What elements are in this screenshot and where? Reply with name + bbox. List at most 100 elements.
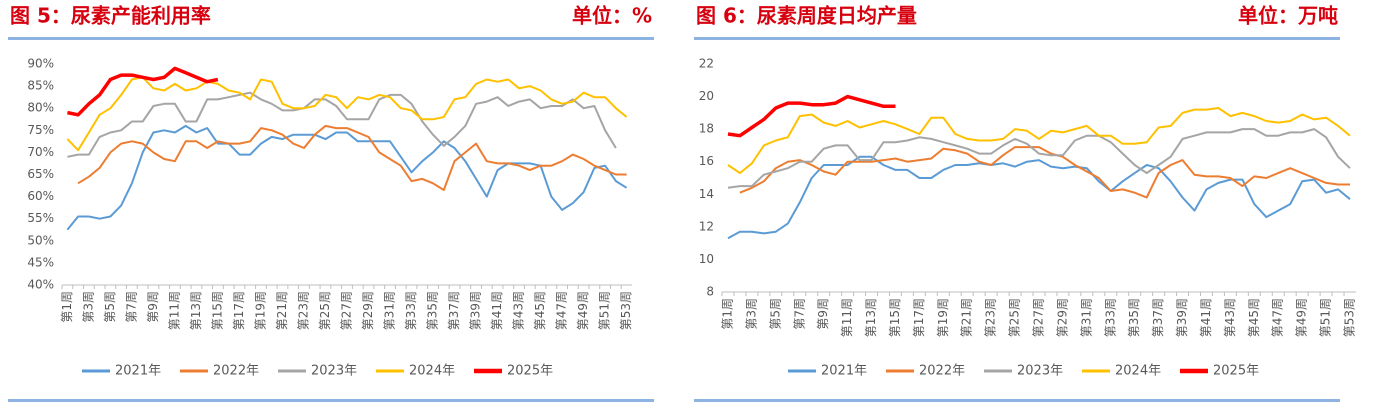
footer-rule [8, 399, 654, 402]
x-tick-label: 第43周 [1223, 298, 1237, 337]
chart-title: 图 5：尿素产能利用率 [10, 4, 211, 28]
x-tick-label: 第23周 [984, 298, 998, 337]
series-line [67, 66, 219, 117]
x-tick-label: 第17周 [912, 298, 926, 337]
x-tick-label: 第9周 [146, 291, 160, 323]
y-tick-label: 14 [699, 187, 714, 201]
y-tick-label: 85% [27, 79, 54, 93]
x-tick-label: 第33周 [1103, 298, 1117, 337]
x-tick-label: 第9周 [816, 298, 830, 330]
x-tick-label: 第43周 [512, 291, 526, 330]
legend-label: 2023年 [1017, 364, 1063, 379]
x-tick-label: 第39周 [1175, 298, 1189, 337]
y-tick-label: 20 [699, 89, 714, 103]
x-tick-label: 第53周 [619, 291, 633, 330]
x-tick-label: 第33周 [404, 291, 418, 330]
x-tick-label: 第11周 [167, 291, 181, 330]
series-line [67, 91, 617, 158]
x-tick-label: 第53周 [1343, 298, 1357, 337]
y-tick-label: 45% [27, 255, 54, 269]
x-tick-label: 第1周 [720, 298, 734, 330]
legend-label: 2022年 [919, 364, 965, 379]
y-tick-label: 18 [699, 122, 714, 136]
x-tick-label: 第19周 [936, 298, 950, 337]
series-line [727, 107, 1351, 175]
y-tick-label: 90% [27, 57, 54, 71]
y-tick-label: 16 [699, 154, 714, 168]
legend-label: 2024年 [1115, 364, 1161, 379]
x-tick-label: 第45周 [1247, 298, 1261, 337]
y-tick-label: 10 [699, 252, 714, 266]
y-tick-label: 8 [706, 285, 714, 299]
x-tick-label: 第27周 [340, 291, 354, 330]
x-tick-label: 第15周 [210, 291, 224, 330]
x-tick-label: 第3周 [744, 298, 758, 330]
legend-label: 2023年 [311, 364, 357, 379]
x-tick-label: 第41周 [490, 291, 504, 330]
x-tick-label: 第29周 [1055, 298, 1069, 337]
x-tick-label: 第41周 [1199, 298, 1213, 337]
x-tick-label: 第21周 [275, 291, 289, 330]
footer-rule [694, 399, 1340, 402]
y-tick-label: 70% [27, 145, 54, 159]
x-tick-label: 第13周 [864, 298, 878, 337]
unit-label: 单位：% [572, 4, 652, 28]
x-tick-label: 第49周 [576, 291, 590, 330]
legend-label: 2025年 [1213, 364, 1259, 379]
x-tick-label: 第3周 [81, 291, 95, 323]
y-tick-label: 22 [699, 57, 714, 71]
series-line [727, 155, 1351, 240]
x-tick-label: 第47周 [1271, 298, 1285, 337]
x-tick-label: 第21周 [960, 298, 974, 337]
x-tick-label: 第17周 [232, 291, 246, 330]
x-tick-label: 第35周 [1127, 298, 1141, 337]
y-tick-label: 60% [27, 189, 54, 203]
x-tick-label: 第7周 [124, 291, 138, 323]
x-tick-label: 第27周 [1032, 298, 1046, 337]
header-rule [694, 37, 1340, 40]
x-tick-label: 第49周 [1295, 298, 1309, 337]
x-tick-label: 第19周 [253, 291, 267, 330]
legend-label: 2025年 [507, 364, 553, 379]
x-tick-label: 第15周 [888, 298, 902, 337]
x-tick-label: 第13周 [189, 291, 203, 330]
series-line [727, 94, 896, 138]
y-tick-label: 40% [27, 278, 54, 292]
x-tick-label: 第29周 [361, 291, 375, 330]
legend-label: 2022年 [213, 364, 259, 379]
legend-label: 2024年 [409, 364, 455, 379]
legend-label: 2021年 [115, 364, 161, 379]
series-line [66, 76, 628, 152]
x-tick-label: 第47周 [555, 291, 569, 330]
series-line [66, 124, 628, 231]
unit-label: 单位：万吨 [1238, 4, 1338, 28]
y-tick-label: 65% [27, 167, 54, 181]
legend-label: 2021年 [821, 364, 867, 379]
x-tick-label: 第37周 [1151, 298, 1165, 337]
x-tick-label: 第51周 [598, 291, 612, 330]
x-tick-label: 第5周 [103, 291, 117, 323]
x-tick-label: 第51周 [1319, 298, 1333, 337]
x-tick-label: 第25周 [1008, 298, 1022, 337]
series-line [727, 128, 1351, 189]
x-tick-label: 第5周 [768, 298, 782, 330]
header-rule [8, 37, 654, 40]
y-tick-label: 80% [27, 101, 54, 115]
series-line [739, 146, 1350, 199]
y-tick-label: 55% [27, 211, 54, 225]
x-tick-label: 第37周 [447, 291, 461, 330]
chart-title: 图 6：尿素周度日均产量 [696, 4, 917, 28]
x-tick-label: 第31周 [1079, 298, 1093, 337]
y-tick-label: 75% [27, 123, 54, 137]
x-tick-label: 第45周 [533, 291, 547, 330]
y-tick-label: 12 [699, 219, 714, 233]
x-tick-label: 第11周 [840, 298, 854, 337]
series-line [77, 124, 627, 191]
x-tick-label: 第25周 [318, 291, 332, 330]
x-tick-label: 第35周 [426, 291, 440, 330]
x-tick-label: 第23周 [296, 291, 310, 330]
x-tick-label: 第7周 [792, 298, 806, 330]
x-tick-label: 第31周 [383, 291, 397, 330]
x-tick-label: 第1周 [60, 291, 74, 323]
